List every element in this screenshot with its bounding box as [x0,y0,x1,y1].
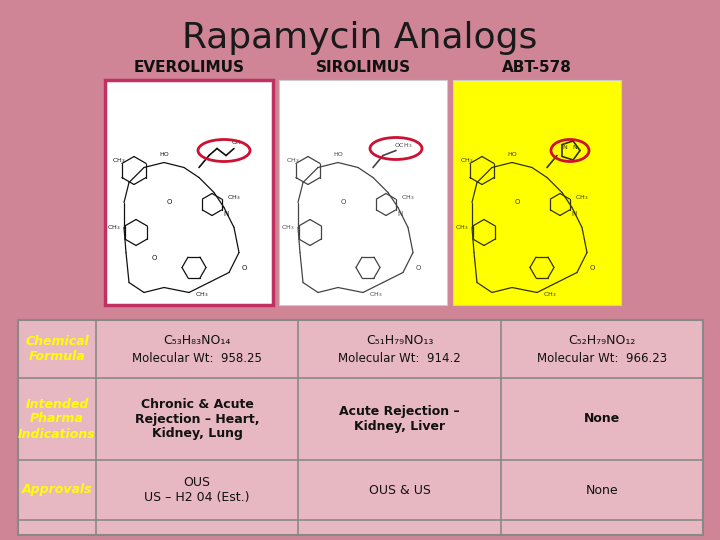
Text: N: N [223,212,229,218]
Text: Rapamycin Analogs: Rapamycin Analogs [182,21,538,55]
Text: C₅₂H₇₉NO₁₂: C₅₂H₇₉NO₁₂ [568,334,636,347]
Text: HO: HO [159,152,169,157]
Text: EVEROLIMUS: EVEROLIMUS [133,60,245,75]
Text: CH$_3$: CH$_3$ [107,223,121,232]
Text: Intended
Pharma
Indications: Intended Pharma Indications [18,397,96,441]
Text: CH$_3$: CH$_3$ [460,156,474,165]
FancyBboxPatch shape [453,80,621,305]
Text: OUS & US: OUS & US [369,483,431,496]
Text: N: N [572,145,577,150]
FancyBboxPatch shape [279,80,447,305]
Text: O: O [589,265,595,271]
FancyBboxPatch shape [105,80,273,305]
Text: None: None [584,413,620,426]
Text: CH$_3$: CH$_3$ [369,290,383,299]
Text: OUS
US – H2 04 (Est.): OUS US – H2 04 (Est.) [145,476,250,504]
Text: Acute Rejection –
Kidney, Liver: Acute Rejection – Kidney, Liver [339,405,460,433]
Text: Molecular Wt:  958.25: Molecular Wt: 958.25 [132,352,262,365]
Text: N: N [562,145,567,150]
Text: OH: OH [231,140,241,145]
Text: CH$_3$: CH$_3$ [112,156,126,165]
Text: None: None [585,483,618,496]
Text: C₅₁H₇₉NO₁₃: C₅₁H₇₉NO₁₃ [366,334,433,347]
Text: O: O [166,199,171,206]
Text: CH$_3$: CH$_3$ [287,156,300,165]
Text: CH$_3$: CH$_3$ [575,193,589,202]
Text: Molecular Wt:  966.23: Molecular Wt: 966.23 [537,352,667,365]
Text: CH$_3$: CH$_3$ [455,223,469,232]
Text: OCH$_3$: OCH$_3$ [394,141,413,150]
Text: SIROLIMUS: SIROLIMUS [315,60,410,75]
Text: CH$_3$: CH$_3$ [544,290,557,299]
Text: CH$_3$: CH$_3$ [195,290,209,299]
Text: O: O [241,265,247,271]
Text: Molecular Wt:  914.2: Molecular Wt: 914.2 [338,352,461,365]
Text: O: O [415,265,420,271]
Text: N: N [397,212,402,218]
Text: Approvals: Approvals [22,483,92,496]
Text: Chronic & Acute
Rejection – Heart,
Kidney, Lung: Chronic & Acute Rejection – Heart, Kidne… [135,397,259,441]
Text: N: N [572,212,577,218]
Text: HO: HO [507,152,517,157]
Text: CH$_3$: CH$_3$ [282,223,294,232]
Text: O: O [341,199,346,206]
Text: Chemical
Formula: Chemical Formula [25,335,89,363]
Text: CH$_3$: CH$_3$ [228,193,240,202]
Text: HO: HO [333,152,343,157]
Text: ABT-578: ABT-578 [502,60,572,75]
Text: C₅₃H₈₃NO₁₄: C₅₃H₈₃NO₁₄ [163,334,231,347]
Text: O: O [514,199,520,206]
Text: O: O [151,254,157,260]
Bar [18,320,703,535]
Text: CH$_3$: CH$_3$ [401,193,415,202]
